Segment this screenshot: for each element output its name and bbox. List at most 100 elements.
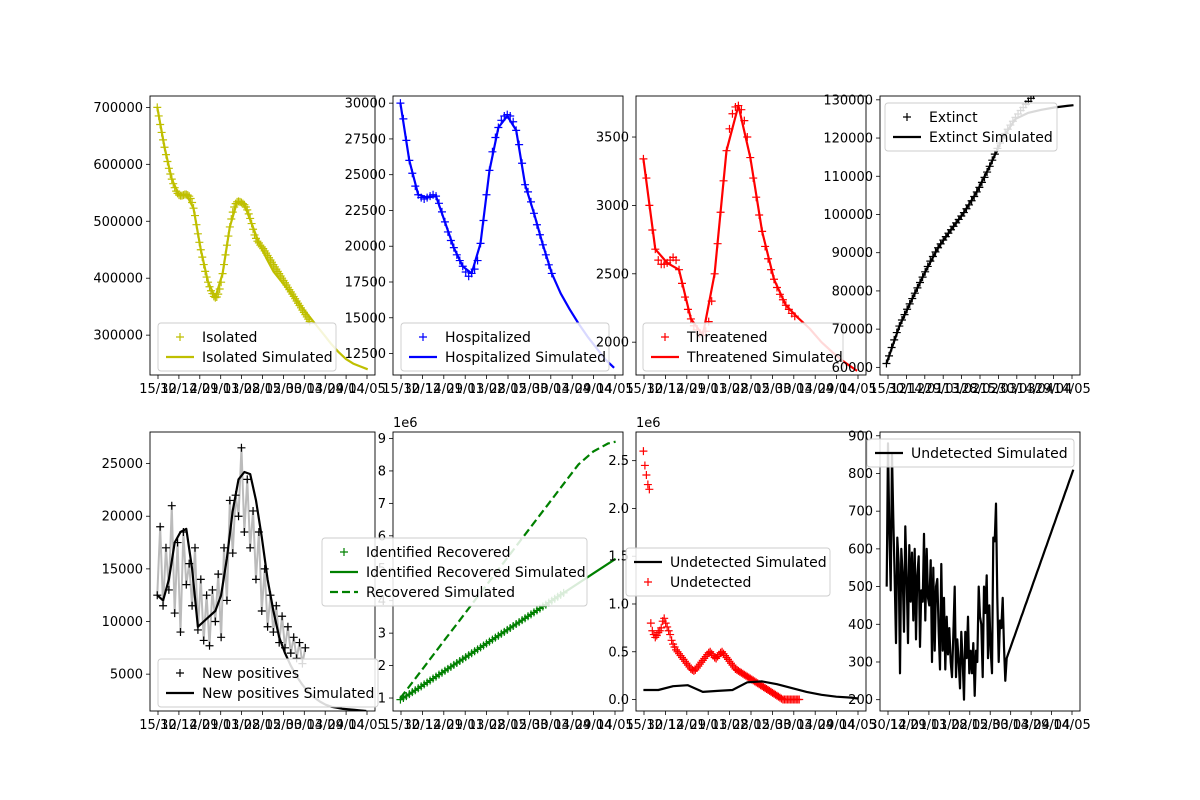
x-tick-label: 13/02 — [943, 382, 980, 397]
undetected-point — [643, 480, 652, 489]
y-tick-label: 90000 — [832, 246, 873, 261]
y-tick-label: 400 — [848, 618, 873, 633]
y-tick-label: 30000 — [345, 97, 386, 112]
y-tick-label: 25000 — [345, 168, 386, 183]
legend-label: Hospitalized Simulated — [445, 350, 606, 366]
legend-label: New positives — [202, 666, 299, 682]
x-tick-label: 13/02 — [711, 718, 748, 733]
new-positives-point — [161, 543, 170, 552]
legend-label: Undetected — [670, 575, 751, 591]
y-tick-label: 17500 — [345, 276, 386, 291]
x-tick-label: 29/04 — [575, 382, 612, 397]
x-tick-label: 15/12 — [625, 718, 662, 733]
axes-frame — [392, 95, 624, 376]
x-tick-label: 29/01 — [202, 382, 239, 397]
extinct-point — [1042, 76, 1050, 84]
x-tick-label: 28/02 — [489, 718, 526, 733]
legend-label: Threatened — [686, 330, 768, 346]
undetected-point — [666, 630, 675, 639]
legend-label: Isolated — [202, 330, 257, 346]
y-tick-label: 1.0 — [608, 597, 629, 612]
x-tick-label: 30/12 — [647, 382, 684, 397]
new-positives-point — [237, 443, 246, 452]
x-tick-label: 30/03 — [286, 718, 323, 733]
y-tick-label: 6 — [378, 529, 386, 544]
x-tick-label: 30/12 — [160, 382, 197, 397]
undetected-point — [663, 622, 672, 631]
x-tick-label: 30/03 — [286, 382, 323, 397]
axes-frame — [635, 95, 867, 376]
x-tick-label: 14/05 — [596, 718, 633, 733]
y-tick-label: 1.5 — [608, 550, 629, 565]
x-tick-label: 15/03 — [265, 718, 302, 733]
undetected-point — [654, 628, 663, 637]
x-tick-label: 14/04 — [796, 382, 833, 397]
new-positives-point — [214, 570, 223, 579]
extinct-markers — [882, 55, 1069, 368]
y-tick-label: 22500 — [345, 204, 386, 219]
new-positives-point — [228, 549, 237, 558]
new-positives-point — [202, 591, 211, 600]
y-tick-label: 110000 — [823, 170, 873, 185]
x-tick-label: 29/01 — [924, 382, 961, 397]
x-tick-label: 15/12 — [139, 382, 176, 397]
undetected-markers — [639, 447, 804, 704]
new-positives-point — [167, 501, 176, 510]
x-tick-label: 28/02 — [244, 718, 281, 733]
x-tick-label: 14/04 — [553, 382, 590, 397]
x-tick-label: 14/01 — [425, 718, 462, 733]
legend: Threatened Threatened Simulated — [642, 322, 844, 372]
plot-area — [639, 447, 859, 704]
x-tick-label: 29/04 — [1033, 718, 1070, 733]
y-tick-label: 400000 — [93, 272, 143, 287]
y-tick-label: 700 — [848, 505, 873, 520]
y-tick-label: 2.5 — [608, 454, 629, 469]
y-tick-label: 7 — [378, 497, 386, 512]
x-tick-label: 29/04 — [575, 718, 612, 733]
y-tick-label: 2500 — [596, 267, 629, 282]
x-tick-label: 14/05 — [348, 382, 385, 397]
y-tick-label: 20000 — [102, 510, 143, 525]
x-tick-label: 29/01 — [910, 718, 947, 733]
extinct-point — [1061, 55, 1069, 63]
legend-box — [866, 438, 1075, 468]
isolated-legend-marker — [176, 333, 184, 341]
subplot-4: 60000 70000 80000 90000 100000 110000 120000 13… — [823, 55, 1090, 397]
legend-label: Identified Recovered — [366, 545, 510, 561]
y-tick-label: 130000 — [823, 93, 873, 108]
x-tick-label: 14/01 — [668, 718, 705, 733]
x-tick-label: 13/02 — [711, 382, 748, 397]
x-tick-label: 14/01 — [668, 382, 705, 397]
new-positives-point — [220, 543, 229, 552]
x-tick-label: 29/01 — [689, 382, 726, 397]
new-positives-point — [249, 506, 258, 515]
legend-label: New positives Simulated — [202, 686, 374, 702]
x-tick-label: 30/12 — [888, 382, 925, 397]
x-tick-label: 14/05 — [348, 718, 385, 733]
subplot-3: 2000 2500 3000 3500 15/1230/1214/0129/0113/0… — [596, 95, 877, 397]
new-positives-point — [153, 591, 162, 600]
x-tick-label: 29/04 — [327, 382, 364, 397]
new-positives-point — [191, 543, 199, 552]
legend-box — [400, 322, 610, 372]
legend-label: Identified Recovered Simulated — [366, 565, 586, 581]
x-tick-label: 15/03 — [980, 382, 1017, 397]
y-offset-label: 1e6 — [636, 416, 661, 431]
new-positives-point — [301, 643, 310, 652]
x-tick-label: 15/12 — [625, 382, 662, 397]
undetected-point — [795, 695, 804, 704]
y-tick-label: 0.0 — [608, 693, 629, 708]
x-tick-label: 15/03 — [754, 382, 791, 397]
hospitalized-legend-marker — [419, 333, 427, 341]
x-tick-label: 14/05 — [839, 382, 876, 397]
y-tick-label: 120000 — [823, 132, 873, 147]
x-tick-label: 14/01 — [890, 718, 927, 733]
extinct-point — [1050, 67, 1058, 75]
axes-frame — [149, 95, 376, 376]
legend-label: Recovered Simulated — [366, 585, 515, 601]
new-positives-point — [289, 633, 298, 642]
new-positives-point — [251, 575, 260, 584]
extinct-point — [1058, 58, 1066, 66]
undetected-simulated-line — [643, 680, 859, 700]
subplot-6: 12345678915/1230/1214/0129/0113/0228/021… — [321, 416, 634, 733]
